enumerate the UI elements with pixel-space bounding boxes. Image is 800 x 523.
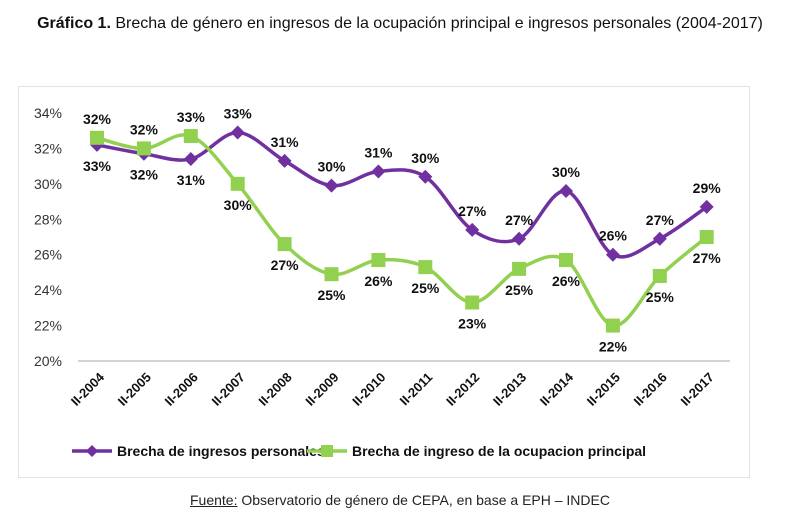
x-tick-label: II-2010: [349, 370, 388, 409]
data-point-square: [371, 253, 386, 268]
line-chart: 20%22%24%26%28%30%32%34%II-2004 II-2005 II…: [34, 105, 730, 459]
y-tick-label: 24%: [34, 282, 62, 298]
data-label: 32%: [130, 121, 159, 137]
y-tick-label: 22%: [34, 318, 62, 334]
x-tick-label: II-2017: [678, 370, 717, 409]
x-tick-label: II-2004: [68, 369, 108, 409]
title-prefix: Gráfico 1.: [37, 15, 111, 32]
data-point-diamond: [512, 231, 527, 246]
x-tick-label: II-2014: [537, 369, 577, 409]
x-tick-label: II-2006: [162, 370, 201, 409]
data-point-square: [136, 141, 151, 156]
series-line-personales: [96, 130, 708, 259]
legend-square-icon: [321, 445, 333, 457]
data-point-square: [418, 260, 433, 275]
data-label: 25%: [505, 282, 534, 298]
data-point-diamond: [699, 199, 714, 214]
data-label: 32%: [130, 167, 159, 183]
data-label: 25%: [411, 280, 440, 296]
data-label: 32%: [83, 111, 112, 127]
x-tick-label: II-2009: [302, 370, 341, 409]
data-point-square: [183, 129, 198, 144]
data-label: 33%: [224, 105, 253, 121]
x-tick-label: II-2008: [255, 370, 294, 409]
x-tick-label: II-2005: [115, 370, 154, 409]
data-label: 22%: [599, 339, 628, 355]
x-tick-label: II-2012: [443, 370, 482, 409]
data-label: 26%: [599, 228, 628, 244]
data-point-square: [324, 267, 339, 282]
data-label: 27%: [646, 212, 675, 228]
data-point-square: [605, 318, 620, 333]
data-label: 31%: [271, 134, 300, 150]
y-tick-label: 30%: [34, 176, 62, 192]
data-point-square: [652, 268, 667, 283]
data-label: 25%: [646, 289, 675, 305]
data-label: 26%: [552, 273, 581, 289]
data-label: 23%: [458, 316, 487, 332]
data-point-diamond: [652, 231, 667, 246]
data-point-square: [90, 130, 104, 145]
x-tick-label: II-2013: [490, 370, 529, 409]
data-label: 31%: [177, 172, 206, 188]
data-point-diamond: [230, 125, 245, 140]
data-label: 30%: [552, 164, 581, 180]
data-label: 33%: [177, 109, 206, 125]
legend-label: Brecha de ingreso de la ocupacion princi…: [352, 443, 646, 459]
data-label: 33%: [83, 158, 112, 174]
source-note: Fuente: Observatorio de género de CEPA, …: [0, 492, 800, 508]
title-text: Brecha de género en ingresos de la ocupa…: [110, 15, 763, 32]
y-tick-label: 28%: [34, 211, 62, 227]
data-label: 30%: [224, 197, 253, 213]
data-label: 27%: [693, 250, 722, 266]
chart-title: Gráfico 1. Brecha de género en ingresos …: [0, 12, 800, 36]
y-tick-label: 26%: [34, 247, 62, 263]
data-point-diamond: [324, 178, 339, 193]
data-point-square: [559, 253, 573, 268]
data-label: 29%: [693, 180, 722, 196]
data-point-square: [465, 295, 480, 310]
data-point-diamond: [418, 169, 433, 184]
data-point-diamond: [559, 183, 573, 198]
source-label: Fuente:: [190, 492, 238, 508]
x-tick-label: II-2015: [584, 370, 623, 409]
data-label: 27%: [271, 257, 300, 273]
data-point-diamond: [183, 152, 198, 167]
data-label: 30%: [411, 150, 440, 166]
y-tick-label: 20%: [34, 353, 62, 369]
data-point-diamond: [605, 247, 620, 262]
y-tick-label: 32%: [34, 140, 62, 156]
data-label: 26%: [364, 273, 393, 289]
data-label: 27%: [458, 203, 487, 219]
data-point-diamond: [371, 164, 386, 179]
x-tick-label: II-2007: [209, 370, 248, 409]
data-label: 30%: [317, 159, 346, 175]
y-tick-label: 34%: [34, 105, 62, 121]
legend-diamond-icon: [86, 445, 98, 457]
legend-label: Brecha de ingresos personales: [117, 443, 325, 459]
chart-frame: [18, 86, 750, 478]
data-point-diamond: [465, 222, 480, 237]
data-label: 31%: [364, 144, 393, 160]
data-point-square: [699, 230, 714, 244]
source-text: Observatorio de género de CEPA, en base …: [237, 492, 610, 508]
data-point-diamond: [277, 153, 292, 168]
x-tick-label: II-2011: [397, 370, 436, 409]
data-label: 25%: [317, 287, 346, 303]
data-point-square: [230, 176, 245, 191]
data-label: 27%: [505, 212, 534, 228]
data-point-square: [277, 237, 292, 252]
data-point-square: [512, 261, 527, 276]
x-tick-label: II-2016: [631, 370, 670, 409]
